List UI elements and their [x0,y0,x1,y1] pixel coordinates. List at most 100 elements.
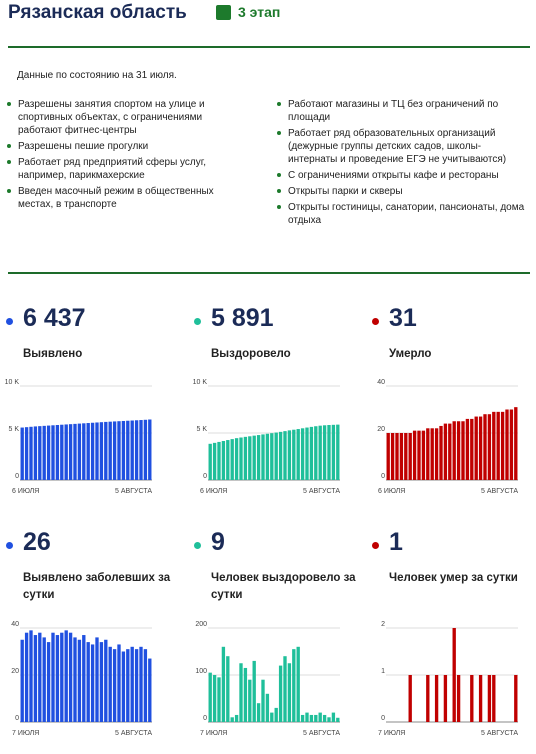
chart-bar [309,714,314,722]
chart-bar [68,632,73,722]
measure-item: Введен масочный режим в общественных мес… [6,185,241,211]
chart-bar [274,432,278,480]
stat-label: Человек умер за сутки [389,572,518,584]
chart-bar [230,439,234,480]
chart-bar [77,639,82,722]
chart-bar [82,423,86,480]
chart-bar [55,635,60,722]
chart-bar [108,646,112,722]
x-tick-label: 6 ИЮЛЯ [378,488,405,495]
chart-bar [496,411,500,480]
chart-bar [99,422,104,480]
chart-bar [514,407,518,480]
chart-bar [46,425,51,480]
chart-bar [287,663,292,722]
chart-bar [68,424,73,480]
chart-bar [336,424,340,480]
chart-bar [256,703,261,722]
x-tick-label: 5 АВГУСТА [115,730,152,737]
chart-bar [73,637,77,722]
chart-bar [270,712,274,722]
chart-bar [331,424,336,480]
measure-item: Разрешены занятия спортом на улице и спо… [6,98,241,137]
y-tick-label: 0 [15,715,19,722]
chart-bar [148,419,152,480]
chart-bar [314,426,318,480]
y-tick-label: 10 K [5,379,20,386]
date-note: Данные по состоянию на 31 июля. [17,70,177,81]
deaths-chart: 0 20 40 6 ИЮЛЯ 5 АВГУСТА [377,379,518,495]
chart-bar [221,440,226,480]
stat-value: 31 [389,304,417,332]
chart-bar [474,416,478,480]
chart-bar [29,630,33,722]
chart-bar [112,649,117,722]
chart-bar [73,423,77,480]
x-tick-label: 5 АВГУСТА [481,488,518,495]
chart-bar [121,420,126,480]
chart-bar [95,422,99,480]
chart-bar [448,423,452,480]
chart-bar [60,424,64,480]
chart-bar [296,646,300,722]
chart-bar [126,649,130,722]
chart-bar [51,632,55,722]
stat-recovered: 5 891 Выздоровело 0 5 K 10 K 6 ИЮЛЯ 5 АВГУСТ… [193,304,364,529]
measure-item: Работает ряд образовательных организаций… [276,127,526,166]
chart-bar [212,442,217,480]
chart-bar [305,427,309,480]
chart-bar [336,717,340,722]
stat-value: 9 [211,528,225,556]
chart-bar [217,677,221,722]
measure-item: Работают магазины и ТЦ без ограничений п… [276,98,526,124]
chart-bar [408,433,412,480]
chart-bar [33,426,38,480]
y-tick-label: 40 [11,621,19,628]
chart-bar [55,425,60,480]
chart-bar [478,675,483,722]
chart-bar [318,425,322,480]
chart-bar [412,430,417,480]
chart-bar [24,632,29,722]
y-tick-label: 0 [15,473,19,480]
chart-bar [64,630,68,722]
stat-label: Умерло [389,348,432,360]
chart-bar [292,649,296,722]
chart-bar [270,433,274,480]
chart-bar [208,672,212,722]
measure-item: Открыты гостиницы, санатории, пансионаты… [276,201,526,227]
chart-bar [509,409,514,480]
chart-bar [430,428,434,480]
stat-detected: 6 437 Выявлено 0 5 K 10 K 6 ИЮЛЯ 5 АВГУСТА [5,304,176,529]
chart-bar [296,429,300,480]
chart-bar [134,420,139,480]
chart-bar [46,642,51,722]
chart-bar [309,426,314,480]
chart-bar [404,433,408,480]
chart-bar [230,717,234,722]
chart-bar [265,693,270,722]
x-tick-label: 7 ИЮЛЯ [200,730,227,737]
chart-bar [42,637,46,722]
chart-bar [443,423,448,480]
y-tick-label: 20 [11,668,19,675]
chart-bar [243,667,248,722]
chart-bar [64,424,68,480]
chart-bar [390,433,395,480]
region-title: Рязанская область [8,2,187,23]
chart-bar [234,438,239,480]
chart-bar [487,675,492,722]
chart-bar [331,712,336,722]
y-tick-label: 10 K [193,379,208,386]
chart-bar [234,714,239,722]
chart-bar [327,717,331,722]
chart-bar [143,419,148,480]
chart-bar [386,433,390,480]
chart-bar [327,425,331,480]
stat-label: Выявлено [23,348,83,360]
y-tick-label: 5 K [8,426,19,433]
chart-bar [134,649,139,722]
chart-bar [439,425,443,480]
chart-bar [82,635,86,722]
stat-value: 6 437 [23,304,86,332]
